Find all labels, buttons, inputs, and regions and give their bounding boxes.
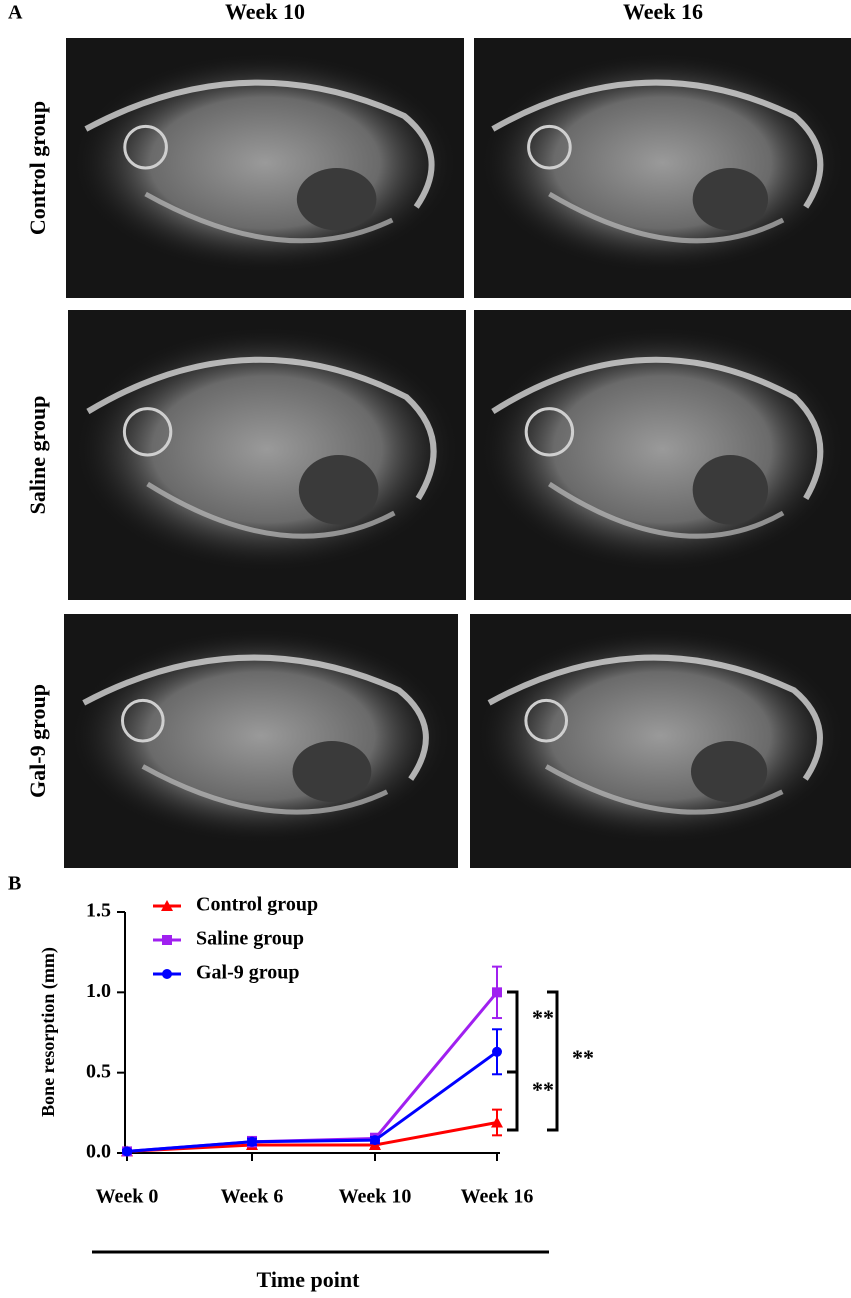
orbit [122, 407, 173, 457]
jaw [141, 764, 389, 815]
data-point [122, 1146, 132, 1157]
data-point [491, 1116, 503, 1128]
annotation: ** [572, 1045, 594, 1070]
legend-label: Gal-9 group [196, 962, 300, 984]
series-line [126, 991, 499, 1153]
skull-outline [487, 654, 823, 781]
mouth-cavity [692, 168, 769, 231]
skull-outline [84, 79, 435, 209]
data-point [247, 1136, 257, 1147]
series-line [126, 1050, 498, 1153]
row-label: Gal-9 group [25, 684, 50, 798]
y-tick-label: 1.5 [86, 900, 111, 922]
skull-outline [491, 79, 824, 209]
x-axis-label: Time point [257, 1267, 361, 1292]
column-header: Week 16 [623, 0, 703, 24]
x-tick-label: Week 6 [221, 1186, 284, 1208]
skull-outline [491, 356, 824, 501]
jaw [544, 764, 784, 815]
data-point [492, 1046, 502, 1057]
x-tick-label: Week 0 [96, 1186, 159, 1208]
panel-label: A [8, 2, 23, 24]
mouth-cavity [298, 455, 379, 525]
jaw [548, 481, 785, 539]
jaw [144, 191, 394, 244]
series-line [126, 1120, 498, 1153]
legend-marker [162, 969, 172, 979]
orbit [527, 124, 572, 170]
legend-marker [162, 935, 172, 945]
y-axis-label: Bone resorption (mm) [38, 947, 59, 1117]
y-tick-label: 1.0 [86, 980, 111, 1002]
annotation: ** [532, 1005, 554, 1030]
orbit [123, 124, 168, 170]
legend-label: Saline group [196, 928, 304, 950]
significance-brackets [507, 990, 559, 1132]
skull-outline [82, 654, 429, 781]
jaw [548, 191, 785, 244]
column-header: Week 10 [225, 0, 305, 24]
y-tick-label: 0.0 [86, 1141, 111, 1163]
legend-marker [161, 900, 173, 911]
jaw [146, 481, 396, 539]
x-tick-label: Week 10 [339, 1186, 412, 1208]
y-tick-label: 0.5 [86, 1060, 111, 1082]
skull-outline [86, 356, 437, 501]
legend-label: Control group [196, 894, 318, 916]
mouth-cavity [292, 741, 372, 802]
x-tick-label: Week 16 [461, 1186, 534, 1208]
mouth-cavity [296, 168, 377, 231]
orbit [120, 698, 165, 743]
annotation: ** [532, 1077, 554, 1102]
panel-label: B [8, 873, 21, 895]
mouth-cavity [692, 455, 769, 525]
data-point [492, 987, 502, 998]
row-label: Control group [25, 101, 50, 235]
row-label: Saline group [25, 396, 50, 515]
mouth-cavity [690, 741, 768, 802]
xray-panels [64, 38, 851, 868]
orbit [524, 698, 569, 743]
data-point [370, 1135, 380, 1146]
orbit [524, 407, 575, 457]
